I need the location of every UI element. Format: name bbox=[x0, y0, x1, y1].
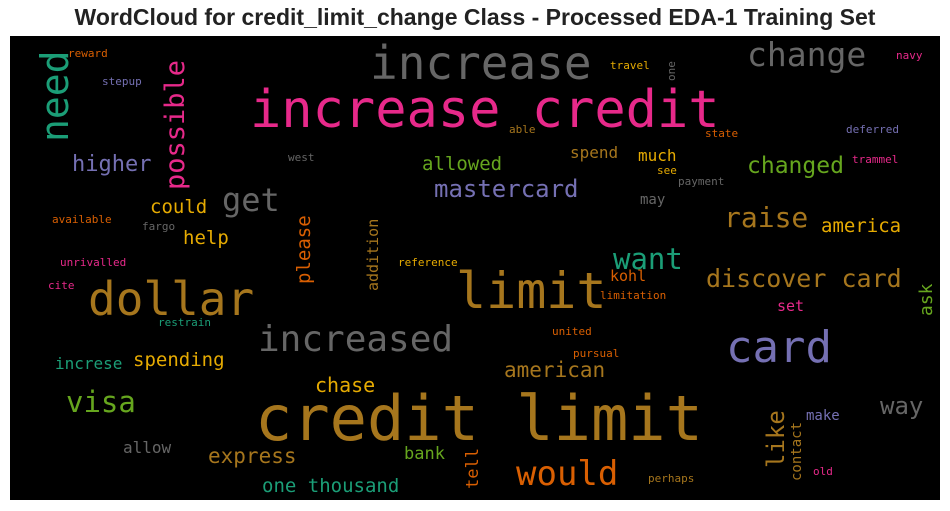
wordcloud-word: raise bbox=[724, 201, 809, 234]
wordcloud-word: american bbox=[504, 358, 606, 382]
wordcloud-word: able bbox=[509, 123, 536, 136]
wordcloud-word: increase bbox=[370, 36, 592, 90]
wordcloud-word: get bbox=[222, 181, 280, 219]
wordcloud-word: make bbox=[806, 408, 840, 424]
wordcloud-word: contact bbox=[789, 421, 805, 481]
wordcloud-word: increased bbox=[258, 319, 454, 360]
wordcloud-word: express bbox=[208, 444, 297, 468]
wordcloud-word: unrivalled bbox=[60, 256, 127, 269]
wordcloud-word: one thousand bbox=[262, 475, 400, 497]
wordcloud-word: changed bbox=[747, 153, 844, 179]
wordcloud-word: trammel bbox=[852, 153, 899, 166]
wordcloud-word: could bbox=[150, 196, 208, 218]
wordcloud-canvas: credit limit increase credit increase dolla… bbox=[10, 36, 940, 500]
wordcloud-word: travel bbox=[610, 59, 650, 72]
wordcloud-word: deferred bbox=[846, 123, 899, 136]
wordcloud-word: spending bbox=[133, 349, 225, 371]
wordcloud-word: addition bbox=[364, 218, 382, 291]
wordcloud-word: fargo bbox=[142, 220, 176, 233]
wordcloud-word: change bbox=[747, 36, 867, 74]
wordcloud-word: one bbox=[665, 61, 678, 81]
wordcloud-word: chase bbox=[315, 373, 376, 397]
wordcloud-word: navy bbox=[896, 49, 923, 62]
wordcloud-word: help bbox=[183, 227, 229, 249]
wordcloud-word: dollar bbox=[88, 272, 255, 326]
chart-title: WordCloud for credit_limit_change Class … bbox=[74, 4, 876, 30]
wordcloud-word: possible bbox=[160, 59, 191, 190]
wordcloud-word: much bbox=[638, 146, 677, 165]
wordcloud-word: reward bbox=[68, 47, 108, 60]
wordcloud-word: like bbox=[762, 410, 790, 468]
wordcloud-word: limit bbox=[456, 262, 607, 320]
wordcloud-word: united bbox=[552, 325, 592, 338]
wordcloud-word: west bbox=[288, 151, 315, 164]
wordcloud-word: ask bbox=[916, 283, 937, 316]
wordcloud-word: restrain bbox=[158, 316, 211, 329]
wordcloud-word: credit limit bbox=[255, 382, 703, 455]
wordcloud-word: perhaps bbox=[648, 472, 695, 485]
wordcloud-word: increase credit bbox=[250, 80, 720, 140]
wordcloud-word: may bbox=[640, 192, 666, 208]
wordcloud-word: payment bbox=[678, 175, 725, 188]
wordcloud-word: spend bbox=[570, 143, 619, 162]
wordcloud-word: allowed bbox=[422, 153, 503, 175]
wordcloud-word: set bbox=[777, 297, 805, 315]
wordcloud-word: card bbox=[726, 322, 832, 373]
wordcloud-word: increse bbox=[55, 354, 123, 373]
wordcloud-word: cite bbox=[48, 279, 75, 292]
wordcloud-word: kohl bbox=[610, 267, 647, 285]
wordcloud-word: see bbox=[657, 164, 677, 177]
wordcloud-word: mastercard bbox=[434, 175, 579, 203]
wordcloud-word: tell bbox=[463, 448, 483, 489]
wordcloud-word: please bbox=[293, 215, 315, 284]
wordcloud-word: reference bbox=[398, 256, 458, 269]
wordcloud-word: allow bbox=[123, 438, 172, 457]
wordcloud-word: way bbox=[880, 392, 924, 420]
wordcloud-word: america bbox=[821, 215, 902, 237]
wordcloud-word: want bbox=[613, 242, 683, 276]
wordcloud-word: discover card bbox=[706, 264, 902, 293]
wordcloud-word: stepup bbox=[102, 75, 142, 88]
wordcloud-word: visa bbox=[66, 385, 136, 419]
wordcloud-word: old bbox=[813, 465, 833, 478]
wordcloud-word: would bbox=[516, 454, 619, 494]
wordcloud-word: bank bbox=[404, 444, 445, 464]
wordcloud-word: limitation bbox=[600, 289, 667, 302]
wordcloud-word: need bbox=[33, 50, 77, 142]
wordcloud-word: available bbox=[52, 213, 112, 226]
wordcloud-word: state bbox=[705, 127, 739, 140]
wordcloud-word: pursual bbox=[573, 347, 620, 360]
wordcloud-word: higher bbox=[72, 152, 152, 177]
